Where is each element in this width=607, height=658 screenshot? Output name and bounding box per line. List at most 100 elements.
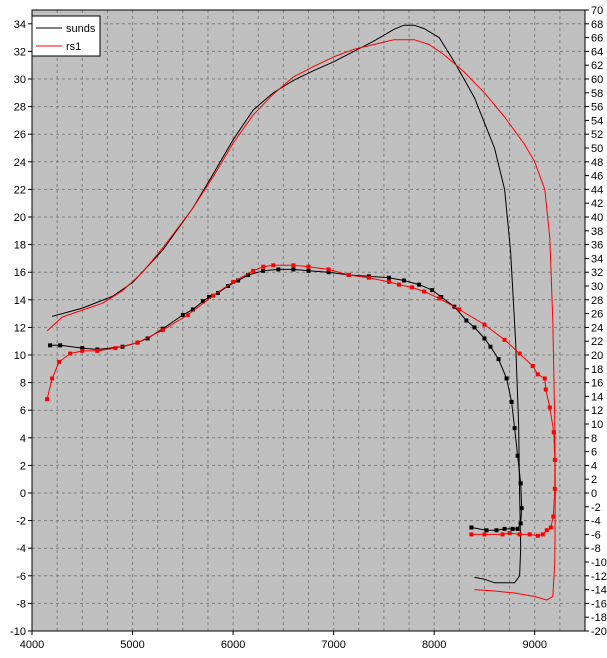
data-point-rs1 <box>386 279 391 284</box>
y2-tick-label: 58 <box>591 88 603 100</box>
data-point-sunds <box>496 357 501 362</box>
legend-label-sunds: sunds <box>66 23 96 35</box>
data-point-sunds <box>190 307 195 312</box>
data-point-sunds <box>246 272 251 277</box>
y2-tick-label: 56 <box>591 102 603 114</box>
data-point-rs1 <box>185 312 190 317</box>
y2-tick-label: 24 <box>591 322 603 334</box>
y-tick-label: 10 <box>14 350 26 362</box>
data-point-rs1 <box>210 293 215 298</box>
y-tick-label: 32 <box>14 46 26 58</box>
y2-tick-label: 62 <box>591 60 603 72</box>
y2-tick-label: 18 <box>591 364 603 376</box>
data-point-sunds <box>180 312 185 317</box>
y-tick-label: -6 <box>16 571 26 583</box>
data-point-sunds <box>509 399 514 404</box>
data-point-sunds <box>494 528 499 533</box>
data-point-rs1 <box>437 296 442 301</box>
series-line-sunds <box>51 24 522 584</box>
y2-tick-label: -14 <box>591 585 607 597</box>
y2-tick-label: 6 <box>591 447 597 459</box>
data-point-rs1 <box>500 532 505 537</box>
y2-tick-label: 70 <box>591 5 603 17</box>
data-point-rs1 <box>95 348 100 353</box>
x-tick-label: 8000 <box>422 639 446 651</box>
y2-tick-label: 52 <box>591 129 603 141</box>
y2-tick-label: 34 <box>591 253 603 265</box>
data-point-rs1 <box>291 263 296 268</box>
data-point-rs1 <box>502 337 507 342</box>
grid-lines <box>32 10 585 631</box>
data-point-sunds <box>145 336 150 341</box>
legend-label-rs1: rs1 <box>66 41 81 53</box>
y2-tick-label: 16 <box>591 378 603 390</box>
data-point-rs1 <box>507 531 512 536</box>
data-point-rs1 <box>552 486 557 491</box>
y-axis-right-ticks: -20-18-16-14-12-10-8-6-4-202468101214161… <box>585 5 607 638</box>
data-point-sunds <box>306 268 311 273</box>
data-point-rs1 <box>540 532 545 537</box>
y-tick-label: -10 <box>10 626 26 638</box>
y2-tick-label: 48 <box>591 157 603 169</box>
data-point-rs1 <box>410 285 415 290</box>
y-axis-left-ticks: -10-8-6-4-202468101214161820222426283032… <box>10 19 32 638</box>
data-point-rs1 <box>326 267 331 272</box>
y2-tick-label: 44 <box>591 184 603 196</box>
data-point-sunds <box>402 278 407 283</box>
data-point-sunds <box>291 267 296 272</box>
y2-tick-label: 20 <box>591 350 603 362</box>
y-tick-label: 16 <box>14 267 26 279</box>
y-tick-label: 26 <box>14 129 26 141</box>
data-point-rs1 <box>544 528 549 533</box>
data-point-rs1 <box>457 307 462 312</box>
y-tick-label: 28 <box>14 102 26 114</box>
x-tick-label: 6000 <box>221 639 245 651</box>
y2-tick-label: 32 <box>591 267 603 279</box>
data-point-rs1 <box>542 376 547 381</box>
data-point-rs1 <box>80 348 85 353</box>
y2-tick-label: 12 <box>591 405 603 417</box>
plot-border <box>31 9 586 632</box>
y2-tick-label: 50 <box>591 143 603 155</box>
y-tick-label: 22 <box>14 184 26 196</box>
data-point-rs1 <box>68 351 73 356</box>
data-point-sunds <box>464 318 469 323</box>
y-tick-label: 30 <box>14 74 26 86</box>
data-point-rs1 <box>346 272 351 277</box>
data-point-rs1 <box>543 387 548 392</box>
data-point-sunds <box>472 325 477 330</box>
data-point-sunds <box>48 343 53 348</box>
data-point-sunds <box>80 346 85 351</box>
y2-tick-label: 42 <box>591 198 603 210</box>
data-point-rs1 <box>482 322 487 327</box>
y2-tick-label: 30 <box>591 281 603 293</box>
data-point-sunds <box>276 267 281 272</box>
data-point-rs1 <box>50 376 55 381</box>
data-point-rs1 <box>517 532 522 537</box>
y-tick-label: 2 <box>20 460 26 472</box>
data-point-sunds <box>502 526 507 531</box>
y-tick-label: 34 <box>14 19 26 31</box>
legend-box <box>31 15 101 57</box>
data-point-sunds <box>488 344 493 349</box>
data-point-rs1 <box>422 289 427 294</box>
data-point-rs1 <box>251 268 256 273</box>
data-point-sunds <box>439 295 444 300</box>
y2-tick-label: 4 <box>591 460 597 472</box>
data-point-sunds <box>518 481 523 486</box>
data-point-rs1 <box>306 264 311 269</box>
y2-tick-label: 2 <box>591 474 597 486</box>
data-point-sunds <box>469 525 474 530</box>
y2-tick-label: -10 <box>591 557 607 569</box>
data-point-sunds <box>216 290 221 295</box>
legend: sunds rs1 <box>31 15 101 57</box>
data-point-sunds <box>417 282 422 287</box>
data-point-rs1 <box>135 340 140 345</box>
data-point-rs1 <box>548 525 553 530</box>
data-point-sunds <box>236 278 241 283</box>
data-point-sunds <box>512 426 517 431</box>
y2-tick-label: 46 <box>591 171 603 183</box>
y2-tick-label: -18 <box>591 612 607 624</box>
data-point-rs1 <box>261 264 266 269</box>
